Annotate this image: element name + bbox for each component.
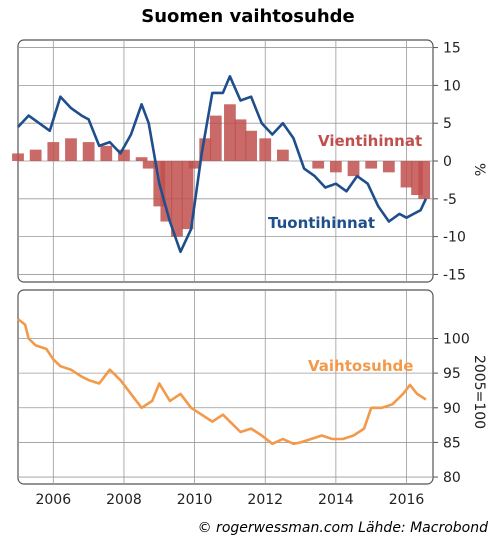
vientihinnat-bar [29,149,42,161]
bottom-plot-frame [17,289,434,485]
bottom-y-tick-label: 85 [443,435,461,451]
vientihinnat-bar [171,161,183,237]
tuontihinnat-label: Tuontihinnat [268,214,375,232]
bottom-panel: 2006 2008 2010 2012 2014 2016 100 95 90 85 80 [17,289,470,508]
tuontihinnat-line [17,75,428,254]
top-y-tick-label: -15 [443,267,466,283]
vientihinnat-bar [135,157,148,161]
bottom-y-tick-label: 90 [443,401,461,417]
vientihinnat-bar [65,138,77,161]
vaihtosuhde-line [17,318,427,446]
x-tick-label: 2006 [35,492,71,508]
vientihinnat-bar [277,149,289,161]
vientihinnat-bar [100,145,113,161]
x-tick-label: 2014 [318,492,354,508]
vientihinnat-bar [312,161,325,169]
vientihinnat-bar [224,104,236,161]
x-tick-label: 2010 [177,492,213,508]
vientihinnat-bar [234,119,247,161]
top-panel: 15 10 5 0 -5 -10 -15 [12,39,466,283]
vientihinnat-bar [259,138,272,161]
vientihinnat-bar [47,142,60,161]
vientihinnat-bar [199,138,212,161]
vientihinnat-bar [245,130,257,161]
top-y-tick-label: 5 [443,116,452,132]
bottom-y-tick-label: 100 [443,332,470,348]
top-y-tick-label: 0 [443,154,452,170]
top-y-tick-label: -5 [443,192,457,208]
top-y-tick-label: 10 [443,78,461,94]
vientihinnat-bar [418,161,431,199]
vientihinnat-bar [12,153,24,161]
vientihinnat-bar [329,161,342,173]
vientihinnat-bar [365,161,378,169]
vientihinnat-bar [411,161,423,196]
x-tick-label: 2016 [389,492,425,508]
bottom-y-axis-label: 2005=100 [471,355,487,429]
vientihinnat-bar [400,161,413,188]
x-tick-label: 2012 [247,492,283,508]
vientihinnat-bar [82,142,95,161]
x-tick-label: 2008 [106,492,142,508]
top-y-tick-label: -10 [443,230,466,246]
bottom-y-tick-label: 95 [443,366,461,382]
chart-title: Suomen vaihtosuhde [141,6,355,27]
vientihinnat-bar [181,161,194,230]
vientihinnat-label: Vientihinnat [318,132,422,150]
vientihinnat-bar [160,161,173,222]
source-credit: © rogerwessman.com Lähde: Macrobond [197,520,488,536]
vientihinnat-bar [118,149,130,161]
vaihtosuhde-label: Vaihtosuhde [308,357,413,375]
vientihinnat-bar [347,161,360,177]
vientihinnat-bar [209,115,222,161]
top-y-tick-label: 15 [443,41,461,57]
top-y-axis-label: % [471,163,487,176]
vientihinnat-bar [188,161,201,169]
bottom-y-tick-label: 80 [443,470,461,486]
vientihinnat-bar [142,161,155,169]
vientihinnat-bar [382,161,395,173]
